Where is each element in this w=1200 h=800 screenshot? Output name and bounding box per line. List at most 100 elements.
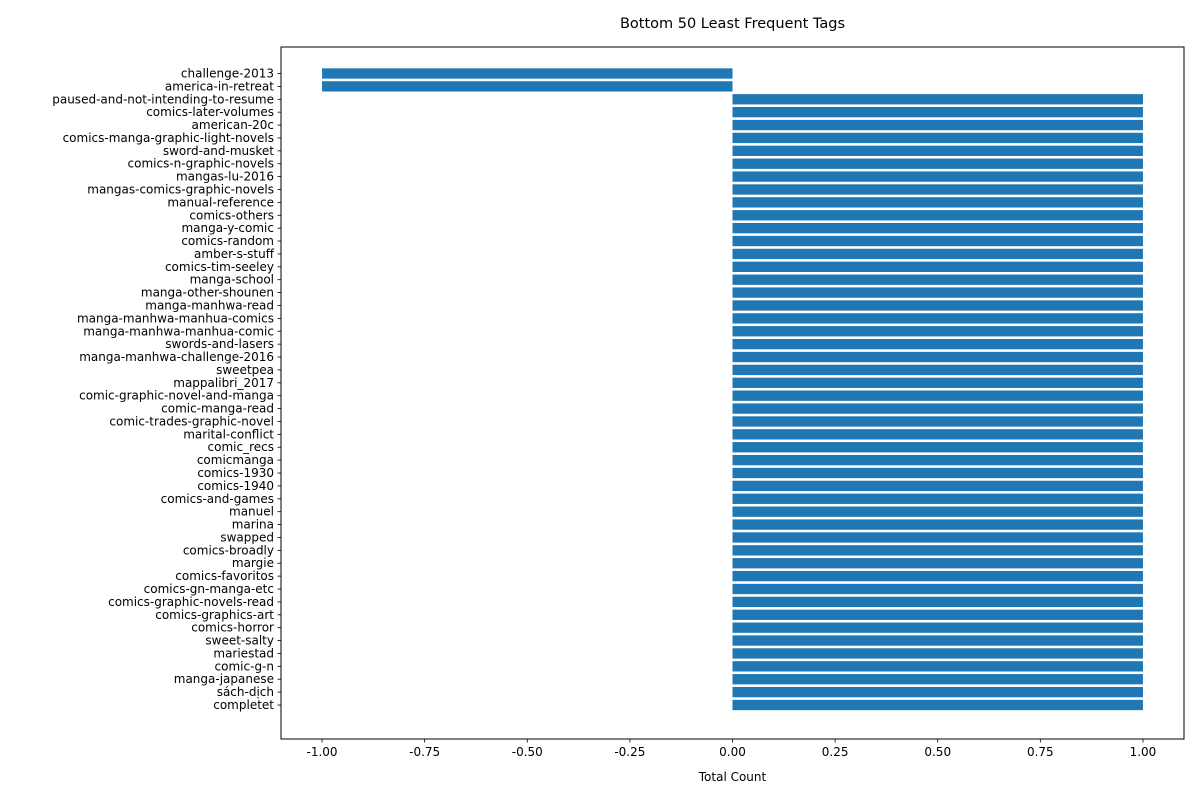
y-tick-label: amber-s-stuff	[194, 247, 275, 261]
x-tick-label: -0.75	[409, 745, 440, 759]
x-tick-label: -0.25	[614, 745, 645, 759]
y-tick-label: swords-and-lasers	[165, 337, 274, 351]
x-tick-label: 0.25	[822, 745, 849, 759]
y-tick-label: completet	[213, 698, 274, 712]
plot-frame	[280, 46, 1185, 740]
bar	[732, 635, 1143, 646]
bar	[732, 377, 1143, 388]
y-tick-label: comics-favoritos	[175, 569, 274, 583]
x-tick-label: 0.50	[924, 745, 951, 759]
bar	[732, 274, 1143, 285]
y-tick-label: manga-japanese	[174, 672, 274, 686]
bar	[732, 222, 1143, 234]
y-tick-label: manuel	[229, 505, 274, 519]
y-tick-label: comics-broadly	[183, 543, 274, 557]
bar	[732, 609, 1143, 620]
bar	[732, 674, 1143, 685]
y-tick-label: mangas-comics-graphic-novels	[87, 182, 274, 196]
bar	[732, 210, 1143, 221]
y-tick-label: manga-manhwa-challenge-2016	[79, 350, 274, 364]
bar	[732, 351, 1143, 363]
bars-group	[322, 68, 1143, 711]
y-tick-label: comics-and-games	[161, 492, 274, 506]
bar	[732, 532, 1143, 543]
y-tick-label: manga-manhwa-read	[145, 298, 274, 312]
y-tick-label: challenge-2013	[181, 67, 274, 81]
bar	[732, 313, 1143, 324]
bar	[732, 94, 1143, 105]
chart-title: Bottom 50 Least Frequent Tags	[620, 16, 845, 32]
y-tick-label: comic-manga-read	[161, 402, 274, 416]
y-tick-label: comics-others	[189, 208, 274, 222]
bar	[732, 326, 1143, 337]
y-tick-label: comics-horror	[191, 621, 274, 635]
y-tick-label: margie	[232, 556, 274, 570]
y-tick-label: manga-school	[190, 273, 274, 287]
bar	[732, 519, 1143, 530]
y-tick-label: swapped	[220, 530, 274, 544]
bar	[732, 364, 1143, 376]
bar	[732, 171, 1143, 182]
bar	[732, 158, 1143, 169]
bar	[732, 261, 1143, 272]
bar	[732, 699, 1143, 711]
y-tick-label: comics-tim-seeley	[165, 260, 274, 274]
bar	[732, 545, 1143, 556]
x-axis-ticks: -1.00 -0.75 -0.50 -0.25 0.00 0.25 0.50 0.75 1.00	[307, 739, 1157, 759]
y-tick-label: marina	[232, 518, 274, 532]
y-tick-label: sweet-salty	[205, 634, 274, 648]
y-tick-label: paused-and-not-intending-to-resume	[52, 92, 274, 106]
bar	[732, 403, 1143, 414]
y-tick-label: comics-n-graphic-novels	[128, 157, 274, 171]
bar	[732, 622, 1143, 633]
bar	[732, 197, 1143, 208]
bar	[732, 416, 1143, 427]
bar	[732, 506, 1143, 517]
y-tick-label: comics-gn-manga-etc	[144, 582, 274, 596]
bar	[732, 442, 1143, 453]
y-tick-label: comics-graphics-art	[155, 608, 274, 622]
y-tick-label: mappalibri_2017	[173, 376, 274, 390]
y-tick-label: manga-other-shounen	[141, 286, 274, 300]
bar	[732, 132, 1143, 144]
bar	[732, 145, 1143, 156]
y-tick-label: america-in-retreat	[165, 79, 274, 93]
x-tick-label: -1.00	[307, 745, 338, 759]
y-tick-label: comic-graphic-novel-and-manga	[79, 389, 274, 403]
y-tick-label: comics-later-volumes	[146, 105, 274, 119]
y-tick-label: comics-random	[181, 234, 274, 248]
y-tick-label: manga-manhwa-manhua-comic	[83, 324, 274, 338]
y-tick-label: manual-reference	[167, 195, 274, 209]
bar	[732, 686, 1143, 698]
y-tick-label: sword-and-musket	[163, 144, 274, 158]
bar	[732, 107, 1143, 118]
bar	[732, 248, 1143, 260]
bar	[732, 661, 1143, 672]
y-tick-label: sweetpea	[216, 363, 274, 377]
bar	[732, 583, 1143, 595]
y-tick-label: comics-1940	[197, 479, 274, 493]
bar	[732, 558, 1143, 569]
bar	[732, 570, 1143, 582]
y-tick-label: mariestad	[213, 646, 274, 660]
bar	[322, 81, 733, 92]
bar	[732, 300, 1143, 311]
y-tick-label: marital-conflict	[183, 427, 274, 441]
y-tick-label: sách-dịch	[217, 685, 274, 699]
x-tick-label: -0.50	[512, 745, 543, 759]
bar	[732, 467, 1143, 479]
bar	[732, 648, 1143, 659]
y-tick-label: comic-trades-graphic-novel	[109, 414, 274, 428]
y-tick-label: comic-g-n	[215, 659, 274, 673]
bar	[732, 184, 1143, 195]
bar	[732, 338, 1143, 350]
y-tick-label: comics-graphic-novels-read	[108, 595, 274, 609]
bar	[732, 429, 1143, 440]
y-tick-label: comicmanga	[197, 453, 274, 467]
y-tick-label: comics-manga-graphic-light-novels	[63, 131, 274, 145]
bar	[732, 596, 1143, 608]
y-tick-label: manga-y-comic	[181, 221, 274, 235]
x-tick-label: 1.00	[1130, 745, 1157, 759]
bar	[732, 454, 1143, 466]
